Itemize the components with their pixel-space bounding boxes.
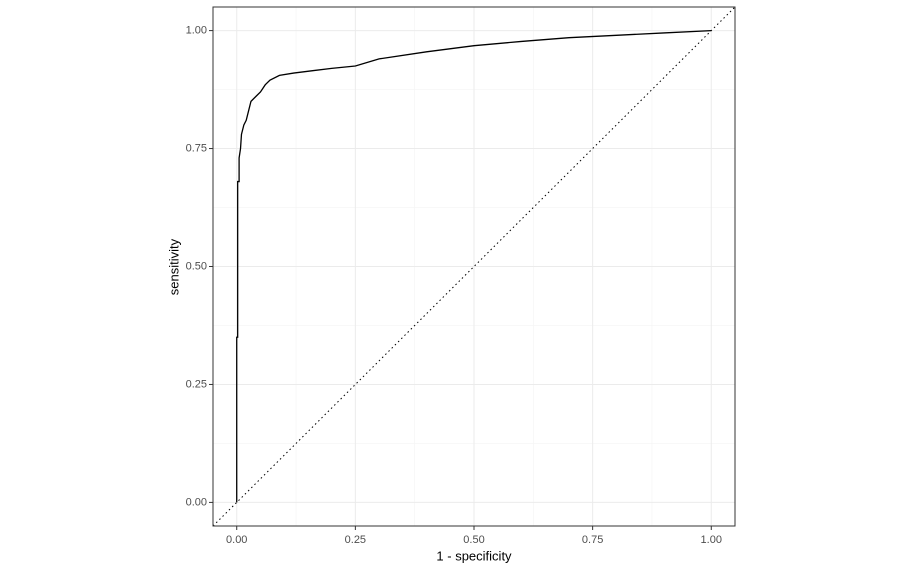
reference-diagonal <box>212 6 736 527</box>
y-tick-label: 0.00 <box>186 496 207 508</box>
x-tick-label: 1.00 <box>701 534 722 546</box>
x-tick-label: 0.00 <box>226 534 247 546</box>
x-tick-label: 0.50 <box>463 534 484 546</box>
y-tick-label: 1.00 <box>186 24 207 36</box>
x-tick-label: 0.75 <box>582 534 603 546</box>
y-tick-label: 0.25 <box>186 378 207 390</box>
y-axis-title: sensitivity <box>166 238 181 295</box>
y-tick-label: 0.50 <box>186 260 207 272</box>
x-tick-label: 0.25 <box>345 534 366 546</box>
roc-curve <box>236 29 712 503</box>
y-tick-label: 0.75 <box>186 142 207 154</box>
x-axis-title: 1 - specificity <box>436 548 512 563</box>
panel-border <box>212 6 736 527</box>
